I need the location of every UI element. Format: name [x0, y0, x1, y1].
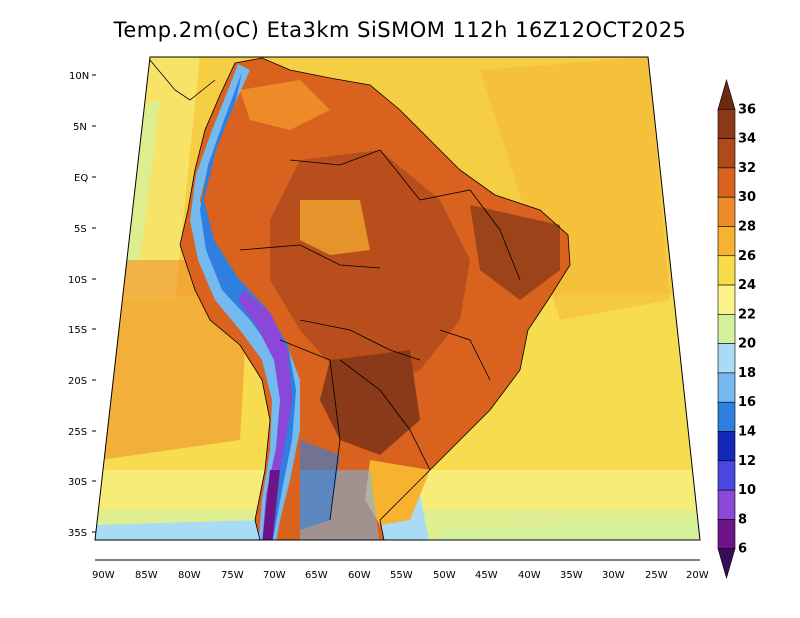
colorbar-segment [717, 284, 736, 315]
lon-label: 30W [602, 570, 625, 581]
colorbar-segment [717, 138, 736, 169]
lon-axis: 90W 85W 80W 75W 70W 65W 60W 55W 50W 45W … [92, 559, 709, 581]
lat-label: 15S [68, 325, 87, 336]
map-domain [95, 57, 700, 540]
colorbar-label: 32 [738, 161, 756, 176]
colorbar-label: 30 [738, 190, 756, 205]
lon-label: 65W [305, 570, 328, 581]
colorbar-segment [717, 401, 736, 432]
colorbar-segment [717, 460, 736, 491]
colorbar-label: 8 [738, 512, 747, 527]
colorbar-label: 14 [738, 425, 756, 440]
lat-label: EQ [74, 173, 88, 184]
colorbar-segment [717, 548, 736, 580]
colorbar-segment [717, 255, 736, 286]
lon-label: 90W [92, 570, 115, 581]
lon-label: 55W [390, 570, 413, 581]
lat-label: 5S [74, 224, 87, 235]
colorbar-segment [717, 431, 736, 462]
lon-label: 20W [686, 570, 709, 581]
lon-label: 80W [178, 570, 201, 581]
colorbar-segment [717, 519, 736, 550]
lon-label: 35W [560, 570, 583, 581]
colorbar-segment [717, 343, 736, 374]
colorbar-label: 26 [738, 249, 756, 264]
lat-axis: 10N 5N EQ 5S 10S 15S 20S 25S 30S 35S [68, 71, 89, 539]
lat-label: 25S [68, 427, 87, 438]
lat-label: 20S [68, 376, 87, 387]
colorbar-label: 6 [738, 542, 747, 557]
colorbar-label: 34 [738, 132, 756, 147]
country-borders [149, 57, 571, 540]
colorbar-label: 36 [738, 102, 756, 117]
lat-ticks [92, 74, 96, 533]
colorbar-label: 20 [738, 337, 756, 352]
lon-label: 25W [645, 570, 668, 581]
lat-label: 10S [68, 275, 87, 286]
lon-label: 50W [433, 570, 456, 581]
colorbar-segment [717, 226, 736, 257]
colorbar-label: 10 [738, 483, 756, 498]
colorbar-label: 18 [738, 366, 756, 381]
colorbar: 36 34 32 30 28 26 24 22 20 18 16 14 12 10 8 6 [717, 78, 756, 580]
colorbar-label: 28 [738, 219, 756, 234]
map-title: Temp.2m(oC) Eta3km SiSMOM 112h 16Z12OCT2… [113, 18, 687, 42]
lon-label: 75W [221, 570, 244, 581]
lat-label: 30S [68, 477, 87, 488]
colorbar-segment [717, 372, 736, 403]
lon-label: 70W [263, 570, 286, 581]
lon-label: 45W [475, 570, 498, 581]
lat-label: 10N [69, 71, 89, 82]
lat-label: 5N [73, 122, 87, 133]
domain-outline [94, 56, 701, 541]
colorbar-segment [717, 489, 736, 520]
colorbar-label: 16 [738, 395, 756, 410]
colorbar-label: 22 [738, 307, 756, 322]
lat-label: 35S [68, 528, 87, 539]
colorbar-segment [717, 314, 736, 344]
colorbar-segment [717, 167, 736, 198]
colorbar-segment [717, 78, 736, 110]
lon-label: 85W [135, 570, 158, 581]
colorbar-segment [717, 196, 736, 227]
colorbar-label: 12 [738, 454, 756, 469]
colorbar-label: 24 [738, 278, 756, 293]
colorbar-segment [717, 108, 736, 139]
lon-label: 60W [348, 570, 371, 581]
lon-label: 40W [518, 570, 541, 581]
